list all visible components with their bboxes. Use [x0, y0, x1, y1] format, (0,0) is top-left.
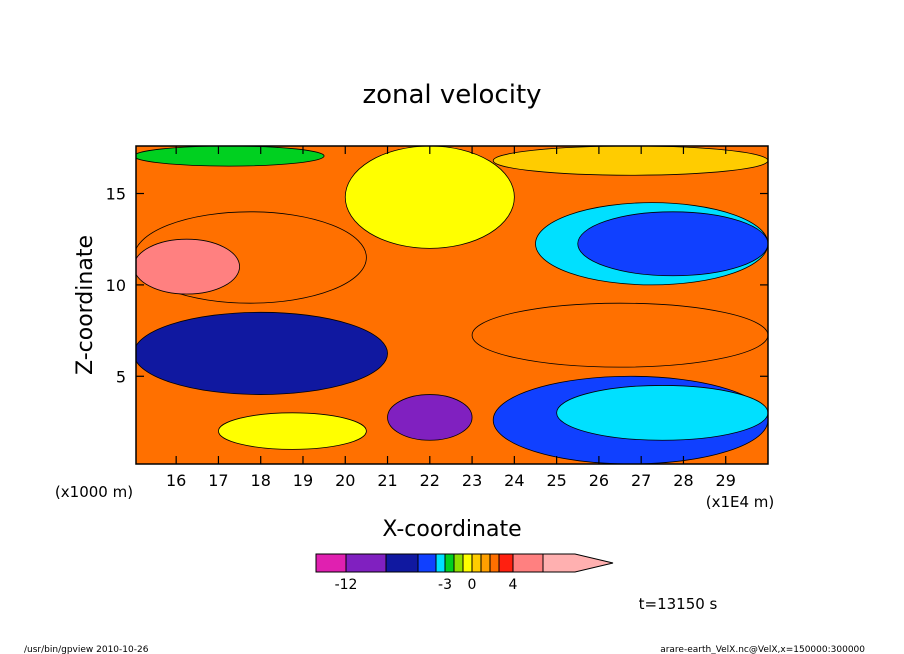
y-axis-label: Z-coordinate [73, 235, 98, 375]
colorbar-swatch [498, 553, 514, 573]
colorbar-swatch [471, 553, 482, 573]
time-label: t=13150 s [639, 595, 718, 613]
colorbar-swatch [480, 553, 491, 573]
x-axis-unit: (x1E4 m) [706, 493, 775, 511]
field-region-yellow-surface [218, 412, 367, 450]
x-tick-label: 21 [377, 471, 397, 490]
x-tick-label: 18 [251, 471, 271, 490]
colorbar [315, 553, 614, 573]
colorbar-swatch [489, 553, 500, 573]
field-region-top-green-2 [492, 146, 768, 176]
field-region-purple-core [387, 394, 473, 441]
y-tick-label: 10 [106, 276, 126, 295]
footer-left-note: /usr/bin/gpview 2010-10-26 [24, 645, 149, 654]
field-region-red-core [136, 238, 240, 295]
field-region-blue-lower-west [136, 311, 388, 395]
y-tick-label: 15 [106, 185, 126, 204]
colorbar-swatch [453, 553, 464, 573]
x-tick-label: 16 [166, 471, 186, 490]
field-region-cyan-lower-east [556, 385, 768, 441]
field-region-upper-yellow [344, 146, 515, 249]
x-tick-label: 17 [208, 471, 228, 490]
x-tick-label: 25 [546, 471, 566, 490]
x-tick-label: 19 [293, 471, 313, 490]
x-tick-label: 28 [673, 471, 693, 490]
colorbar-swatch [444, 553, 455, 573]
x-tick-label: 26 [589, 471, 609, 490]
colorbar-swatch [417, 553, 437, 573]
colorbar-swatch [512, 553, 544, 573]
x-axis-label: X-coordinate [382, 517, 521, 542]
velocity-field [136, 146, 768, 464]
field-region-orange-mid [471, 302, 768, 368]
colorbar-swatch [462, 553, 473, 573]
x-tick-label: 20 [335, 471, 355, 490]
y-axis: 5 10 15 [106, 185, 768, 386]
y-tick-label: 5 [116, 367, 126, 386]
x-tick-label: 27 [631, 471, 651, 490]
colorbar-label: 4 [509, 577, 518, 593]
x-tick-label: 29 [716, 471, 736, 490]
colorbar-labels: -12 -3 0 4 [335, 577, 518, 593]
colorbar-swatch [435, 553, 446, 573]
colorbar-swatch [345, 553, 387, 573]
x-axis: 16 17 18 19 20 21 22 23 24 25 26 27 28 29 [166, 146, 736, 490]
plot-frame [135, 145, 769, 465]
x-tick-label: 24 [504, 471, 524, 490]
y-axis-unit: (x1000 m) [55, 483, 133, 501]
colorbar-swatch [385, 553, 419, 573]
colorbar-label: -12 [335, 577, 358, 593]
colorbar-label: -3 [438, 577, 452, 593]
colorbar-label: 0 [468, 577, 477, 593]
x-tick-label: 23 [462, 471, 482, 490]
field-region-top-green [136, 146, 325, 167]
chart-title: zonal velocity [362, 80, 541, 110]
footer-right-note: arare-earth_VelX.nc@VelX,x=150000:300000 [660, 645, 865, 654]
colorbar-arrow [542, 553, 614, 573]
x-tick-label: 22 [420, 471, 440, 490]
colorbar-swatch [315, 553, 347, 573]
field-region-blue-east [577, 211, 768, 277]
